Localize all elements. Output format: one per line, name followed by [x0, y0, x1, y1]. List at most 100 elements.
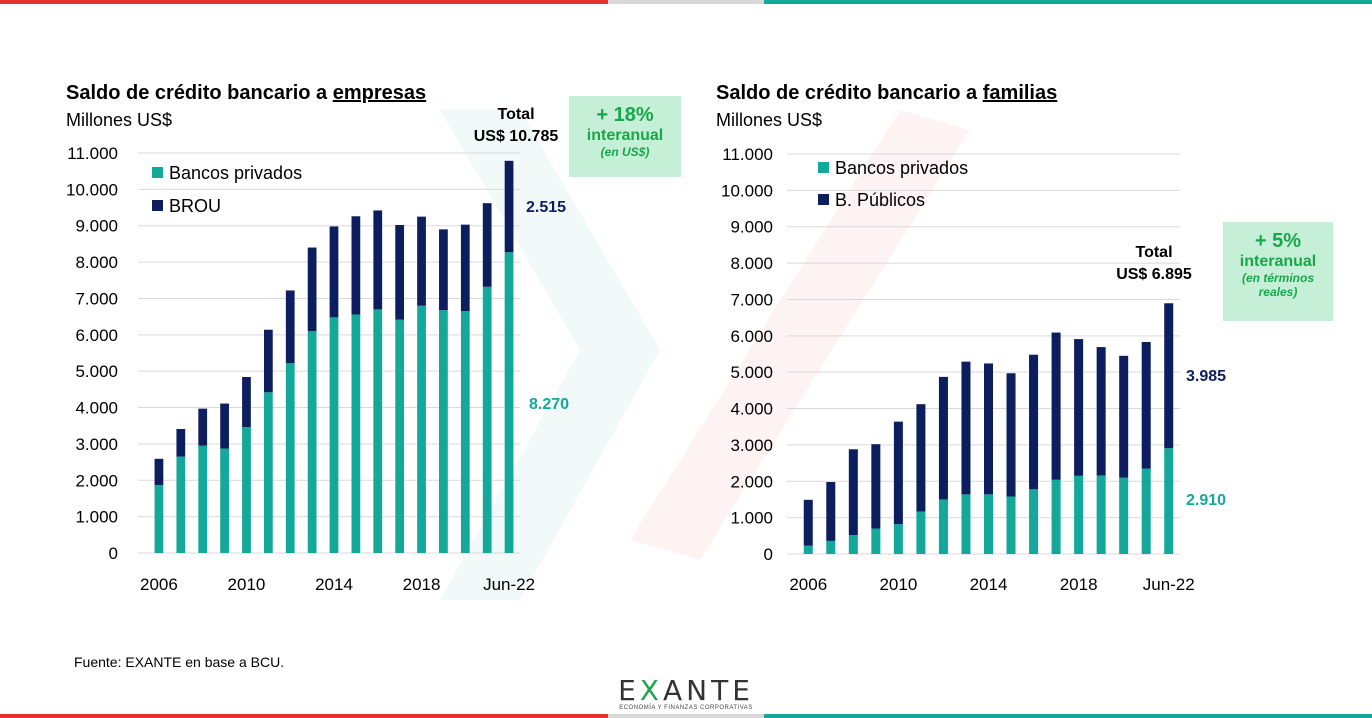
x-tick-label: 2014 [970, 575, 1008, 594]
bar-private-2011 [916, 511, 926, 554]
bar-public-2009 [220, 403, 229, 449]
total-label-familias: Total US$ 6.895 [1116, 244, 1192, 283]
bar-private-2021 [1141, 468, 1151, 554]
bar-public-2011 [916, 404, 926, 512]
bar-private-2017 [1051, 479, 1061, 554]
chart-empresas: 0 1.000 2.000 3.000 4.000 5.000 6.000 7.000 8.00… [66, 144, 535, 594]
bar-public-2021 [1141, 342, 1151, 469]
top-value-label-empresas: 2.515 [526, 199, 567, 216]
y-tick-label: 2.000 [75, 471, 118, 490]
y-tick-label: 0 [764, 545, 773, 564]
bar-public-2009 [871, 444, 881, 529]
chart-subtitle-familias: Millones US$ [716, 110, 823, 130]
bar-private-2012 [285, 363, 295, 553]
bottom-value-label-empresas: 8.270 [529, 396, 570, 413]
bar-private-2020 [460, 311, 470, 553]
bar-private-Jun-22 [504, 252, 514, 554]
bar-private-2008 [198, 445, 208, 553]
bar-public-2012 [938, 376, 948, 500]
bar-private-2008 [848, 535, 858, 554]
bar-public-2008 [848, 449, 858, 536]
bar-public-2006 [803, 499, 813, 546]
bar-private-2011 [263, 392, 273, 553]
bottom-value-label-familias: 2.910 [1186, 492, 1227, 509]
legend-label: BROU [169, 196, 221, 216]
chart-title-empresas: Saldo de crédito bancario a empresas [66, 82, 427, 104]
bar-public-2010 [242, 377, 251, 428]
x-tick-label: 2010 [228, 575, 266, 594]
top-accent-bar [0, 0, 1372, 4]
bar-public-2019 [439, 229, 448, 311]
bar-private-2010 [893, 524, 903, 554]
y-tick-label: 3.000 [75, 435, 118, 454]
bar-public-2019 [1096, 347, 1106, 476]
x-tick-label: 2006 [789, 575, 827, 594]
y-tick-label: 0 [109, 544, 118, 563]
y-tick-label: 8.000 [75, 253, 118, 272]
bar-private-2018 [417, 305, 426, 553]
y-tick-label: 7.000 [730, 290, 773, 309]
bar-private-2014 [983, 494, 994, 554]
bar-private-2013 [961, 494, 971, 554]
y-tick-label: 1.000 [730, 509, 773, 528]
y-tick-label: 5.000 [730, 363, 773, 382]
bar-public-2014 [983, 363, 994, 495]
bar-private-Jun-22 [1164, 448, 1174, 554]
x-tick-label: Jun-22 [483, 575, 535, 594]
bar-public-2011 [263, 329, 273, 393]
bar-public-2007 [826, 482, 836, 541]
y-tick-label: 9.000 [75, 217, 118, 236]
legend-swatch [818, 162, 829, 173]
x-tick-label: 2018 [1060, 575, 1098, 594]
bar-public-2015 [351, 216, 361, 315]
x-tick-label: 2006 [140, 575, 178, 594]
x-tick-label: 2018 [403, 575, 441, 594]
bar-public-2017 [1051, 332, 1061, 480]
source-note: Fuente: EXANTE en base a BCU. [74, 654, 285, 670]
y-tick-label: 11.000 [67, 144, 118, 163]
bottom-accent-bar [0, 714, 1372, 718]
bar-private-2018 [1074, 475, 1084, 554]
legend-label: B. Públicos [835, 190, 925, 210]
y-tick-label: 4.000 [730, 400, 773, 419]
bar-private-2014 [329, 317, 339, 553]
bar-private-2006 [803, 545, 813, 554]
bar-private-2015 [1006, 496, 1016, 554]
x-tick-label: 2014 [315, 575, 353, 594]
bar-private-2017 [395, 319, 405, 553]
top-value-label-familias: 3.985 [1186, 368, 1227, 385]
y-tick-label: 5.000 [75, 362, 118, 381]
bar-public-2018 [1074, 339, 1084, 476]
y-tick-label: 9.000 [730, 218, 773, 237]
bar-public-2013 [961, 361, 971, 495]
bar-private-2009 [871, 528, 881, 554]
y-tick-label: 6.000 [75, 326, 118, 345]
growth-badge-empresas: + 18% interanual (en US$) [569, 96, 681, 177]
chart-subtitle-empresas: Millones US$ [66, 110, 173, 130]
legend-label: Bancos privados [835, 158, 968, 178]
bar-private-2015 [351, 314, 361, 553]
bar-public-2016 [1029, 354, 1039, 490]
bar-public-2020 [1119, 355, 1129, 478]
x-tick-label: Jun-22 [1143, 575, 1195, 594]
y-tick-label: 8.000 [730, 254, 773, 273]
y-tick-label: 4.000 [75, 399, 118, 418]
bar-private-2012 [938, 499, 948, 554]
legend-swatch [818, 194, 829, 205]
bar-private-2021 [482, 286, 492, 553]
bar-public-2015 [1006, 373, 1016, 497]
bar-public-2021 [482, 203, 492, 287]
bar-public-2007 [176, 429, 186, 457]
y-tick-label: 11.000 [722, 145, 773, 164]
legend-label: Bancos privados [169, 163, 302, 183]
y-tick-label: 10.000 [66, 180, 118, 199]
bar-public-2006 [154, 458, 164, 485]
bar-private-2013 [307, 331, 317, 553]
y-tick-label: 2.000 [730, 472, 773, 491]
bar-private-2006 [154, 485, 164, 553]
bar-private-2009 [220, 448, 229, 553]
bar-public-Jun-22 [504, 160, 514, 253]
bar-private-2016 [373, 309, 383, 553]
y-tick-label: 6.000 [730, 327, 773, 346]
